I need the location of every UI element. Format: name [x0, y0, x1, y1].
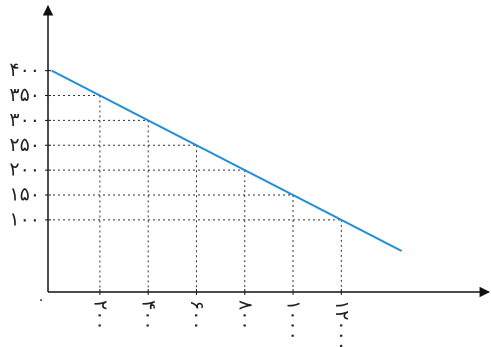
y-tick-label: ۳۵۰	[9, 84, 40, 106]
line	[51, 69, 403, 252]
x-tick-label: ۱۲۰۰۰	[331, 300, 353, 347]
x-tick-label: ۸۰۰	[234, 300, 256, 331]
y-tick-label: ۲۵۰	[9, 134, 40, 156]
y-tick-label: ۲۰۰	[9, 159, 40, 181]
y-tick-label: ۴۰۰	[9, 59, 40, 81]
x-tick-label: ۶۰۰	[186, 300, 208, 331]
y-tick-label: ۱۰۰	[9, 208, 40, 230]
x-tick-label: ۴۰۰	[138, 300, 160, 331]
y-tick-label: ۳۰۰	[9, 109, 40, 131]
x-tick-label: ۱۰۰۰	[283, 300, 305, 341]
y-tick-label: ۱۵۰	[9, 184, 40, 206]
origin-label: ۰	[37, 292, 45, 308]
x-tick-label: ۲۰۰	[89, 300, 111, 331]
